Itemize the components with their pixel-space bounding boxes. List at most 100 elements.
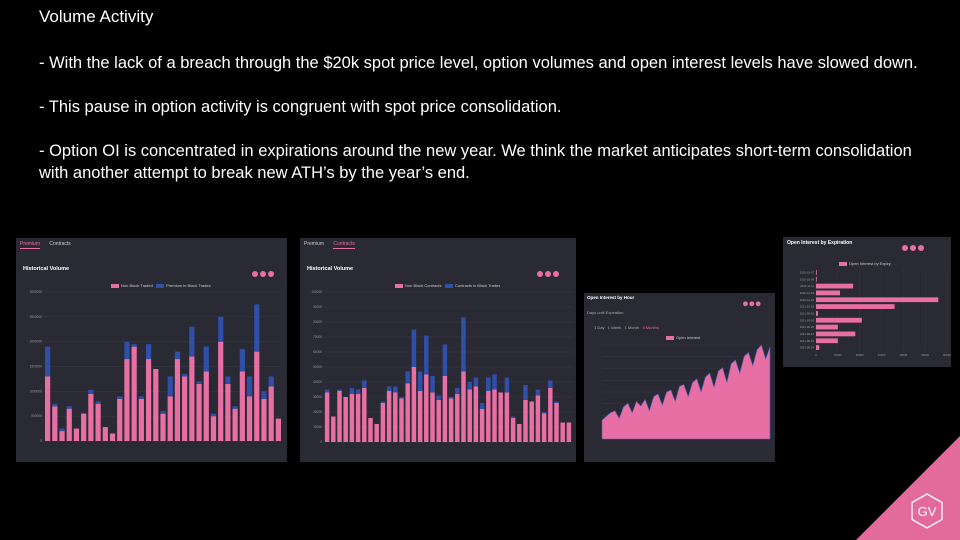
bar-block bbox=[349, 388, 355, 394]
bar-non-block bbox=[268, 386, 274, 441]
bar-non-block bbox=[203, 371, 209, 441]
bar-non-block bbox=[368, 418, 373, 442]
bar-block bbox=[436, 395, 441, 400]
bar-non-block bbox=[254, 351, 260, 441]
bullet-1: - With the lack of a breach through the … bbox=[39, 54, 918, 72]
x-tick-label: 20000 bbox=[856, 353, 864, 357]
panel-title: Open Interest by Expiration bbox=[787, 240, 853, 246]
bar-non-block bbox=[411, 367, 417, 442]
bar-block bbox=[210, 413, 217, 417]
y-tick-label: 80000 bbox=[313, 320, 322, 324]
chart-controls[interactable] bbox=[535, 264, 559, 282]
bar-block bbox=[386, 386, 392, 391]
range-1d[interactable]: 1 Day bbox=[594, 325, 605, 330]
bar-non-block bbox=[167, 396, 173, 441]
bar-block bbox=[523, 385, 528, 400]
chart-controls[interactable] bbox=[250, 264, 274, 282]
bar-non-block bbox=[66, 408, 72, 441]
range-tabs: 1 Day 1 Week 1 Month 3 Months bbox=[594, 325, 659, 330]
bar-non-block bbox=[355, 394, 361, 442]
bar-non-block bbox=[88, 393, 94, 441]
bar-block bbox=[535, 389, 541, 396]
y-tick-label: 2021-01-29 bbox=[800, 305, 815, 309]
y-tick-label: 50000 bbox=[313, 365, 322, 369]
y-tick-label: 2000000 bbox=[30, 340, 43, 344]
legend-series-1: Open Interest bbox=[676, 335, 701, 340]
oi-expiry-bar bbox=[816, 311, 818, 316]
oi-expiry-bar bbox=[816, 331, 856, 337]
bar-block bbox=[52, 403, 58, 407]
bar-block bbox=[95, 401, 101, 404]
y-tick-label: 1500000 bbox=[30, 365, 43, 369]
bar-non-block bbox=[386, 391, 392, 442]
bar-block bbox=[66, 406, 72, 409]
tab-contracts[interactable]: Contracts bbox=[49, 241, 71, 247]
chart-controls[interactable] bbox=[741, 296, 761, 310]
bar-block bbox=[362, 380, 367, 388]
panel-title: Historical Volume bbox=[23, 266, 70, 272]
oi-expiry-bar bbox=[816, 276, 817, 282]
bar-non-block bbox=[504, 392, 510, 442]
bar-block bbox=[268, 376, 274, 387]
bar-non-block bbox=[145, 359, 152, 441]
bar-block bbox=[380, 401, 386, 403]
legend-series-1: Open Interest by Expiry bbox=[849, 261, 891, 266]
bar-non-block bbox=[529, 401, 534, 442]
contracts-bar-chart: 0 10000 20000 30000 40000 50000 60000 70000 8000… bbox=[311, 290, 572, 444]
bar-non-block bbox=[218, 341, 224, 441]
bar-block bbox=[442, 344, 448, 376]
chart-controls[interactable] bbox=[900, 238, 924, 256]
y-tick-label: 2021-06-25 bbox=[800, 325, 815, 329]
premium-volume-panel: Premium Contracts Historical Volume Non … bbox=[16, 238, 287, 462]
bar-block bbox=[461, 317, 466, 372]
range-1m[interactable]: 1 Month bbox=[624, 325, 640, 330]
bar-non-block bbox=[45, 376, 51, 441]
bar-non-block bbox=[174, 359, 181, 441]
bar-non-block bbox=[138, 398, 144, 441]
premium-bar-chart: 0 500000 1000000 1500000 2000000 2500000 30000… bbox=[30, 290, 282, 443]
bar-block bbox=[399, 397, 404, 399]
bar-non-block bbox=[337, 391, 342, 442]
bar-block bbox=[486, 377, 491, 391]
bar-non-block bbox=[448, 398, 454, 442]
bar-non-block bbox=[380, 403, 386, 442]
y-tick-label: 20000 bbox=[313, 410, 322, 414]
y-tick-label: 2021-03-26 bbox=[800, 318, 815, 322]
bar-block bbox=[182, 373, 188, 377]
bar-block bbox=[196, 381, 202, 384]
bar-block bbox=[145, 344, 152, 360]
bar-non-block bbox=[560, 422, 565, 442]
bar-block bbox=[424, 335, 429, 375]
tab-premium[interactable]: Premium bbox=[304, 241, 325, 247]
panel-title: Historical Volume bbox=[307, 266, 354, 272]
gv-logo-icon: GV bbox=[911, 493, 943, 529]
bar-non-block bbox=[59, 431, 65, 441]
bar-non-block bbox=[81, 413, 87, 441]
oi-expiry-bar bbox=[816, 304, 895, 309]
oi-expiry-bar bbox=[816, 283, 854, 289]
bar-non-block bbox=[510, 418, 516, 442]
range-1w[interactable]: 1 Week bbox=[607, 325, 622, 330]
bar-non-block bbox=[196, 383, 202, 441]
bar-block bbox=[455, 388, 460, 394]
bar-block bbox=[504, 377, 510, 393]
premium-tabs: Premium Contracts bbox=[20, 241, 79, 249]
tab-premium[interactable]: Premium bbox=[20, 241, 41, 249]
bar-non-block bbox=[153, 368, 159, 441]
legend-series-2: Contracts in Block Trades bbox=[454, 283, 501, 288]
bar-non-block bbox=[124, 359, 130, 441]
oi-expiry-bar bbox=[816, 317, 862, 323]
y-tick-label: 100000 bbox=[311, 290, 322, 294]
y-tick-label: 10000 bbox=[313, 425, 322, 429]
oi-area-series bbox=[601, 344, 771, 440]
x-tick-label: 40000 bbox=[899, 353, 907, 357]
range-3m[interactable]: 3 Months bbox=[642, 325, 659, 330]
bar-block bbox=[405, 371, 410, 384]
bar-non-block bbox=[405, 383, 410, 442]
bar-block bbox=[174, 351, 181, 360]
bar-block bbox=[225, 376, 231, 384]
bar-block bbox=[467, 382, 472, 390]
y-tick-label: 2021-08-25 bbox=[800, 339, 815, 343]
bar-block bbox=[203, 346, 209, 372]
tab-contracts[interactable]: Contracts bbox=[333, 241, 355, 249]
